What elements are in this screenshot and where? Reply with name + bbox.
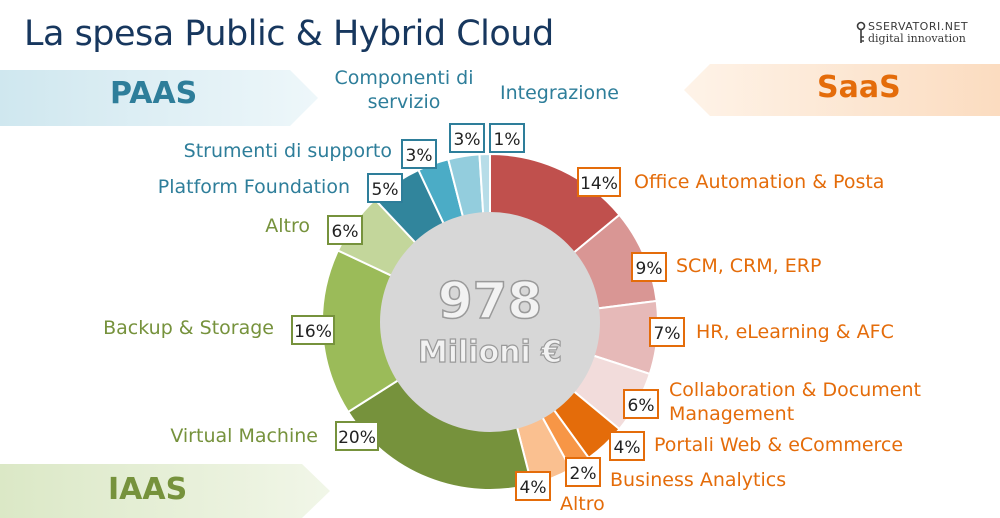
saas-label: SaaS (817, 70, 901, 105)
pct-box (449, 123, 485, 153)
data-label: 4% (614, 438, 641, 458)
data-label: 16% (294, 322, 332, 342)
category-label: Altro (560, 493, 605, 515)
pct-box (291, 315, 335, 345)
pct-box (565, 457, 601, 487)
category-label: Strumenti di supporto (184, 140, 392, 162)
category-label: Platform Foundation (158, 176, 350, 198)
iaas-label: IAAS (108, 472, 188, 507)
pct-box (367, 173, 403, 203)
category-label: servizio (368, 91, 441, 113)
pct-box (649, 317, 685, 347)
pct-box (631, 252, 667, 282)
saas-band (684, 64, 1000, 116)
data-label: 6% (332, 222, 359, 242)
category-label: Management (669, 403, 794, 425)
page-title: La spesa Public & Hybrid Cloud (24, 14, 554, 54)
pct-box (609, 431, 645, 461)
pct-box (327, 215, 363, 245)
center-value: 978 (438, 272, 542, 330)
paas-band (0, 70, 318, 126)
category-label: HR, eLearning & AFC (696, 321, 894, 343)
data-label: 5% (372, 180, 399, 200)
data-label: 3% (454, 130, 481, 150)
donut-center (380, 212, 600, 432)
category-label: Backup & Storage (103, 317, 274, 339)
pct-box (335, 421, 379, 451)
logo-line-1: SSERVATORI.NET (868, 20, 969, 33)
data-label: 14% (580, 174, 618, 194)
data-label: 1% (494, 130, 521, 150)
pct-box (515, 471, 551, 501)
category-label: Portali Web & eCommerce (654, 434, 903, 456)
data-label: 4% (520, 478, 547, 498)
category-label: Componenti di (335, 67, 474, 89)
category-label: Integrazione (500, 82, 619, 104)
data-label: 6% (628, 396, 655, 416)
category-label: Business Analytics (610, 469, 786, 491)
data-label: 3% (406, 146, 433, 166)
iaas-band (0, 464, 330, 518)
data-label: 2% (570, 464, 597, 484)
category-label: SCM, CRM, ERP (676, 255, 821, 277)
osservatori-logo: SSERVATORI.NET digital innovation (856, 20, 986, 48)
pct-box (401, 139, 437, 169)
center-unit: Milioni € (418, 335, 562, 370)
paas-label: PAAS (110, 76, 198, 111)
category-label: Office Automation & Posta (634, 171, 884, 193)
pct-box (577, 167, 621, 197)
pct-box (623, 389, 659, 419)
category-label: Altro (265, 215, 310, 237)
category-label: Collaboration & Document (669, 379, 921, 401)
category-label: Virtual Machine (170, 425, 318, 447)
data-label: 9% (636, 259, 663, 279)
data-label: 7% (654, 324, 681, 344)
logo-line-2: digital innovation (868, 32, 966, 45)
logo-key-icon (856, 21, 866, 43)
data-label: 20% (338, 428, 376, 448)
pct-box (489, 123, 525, 153)
